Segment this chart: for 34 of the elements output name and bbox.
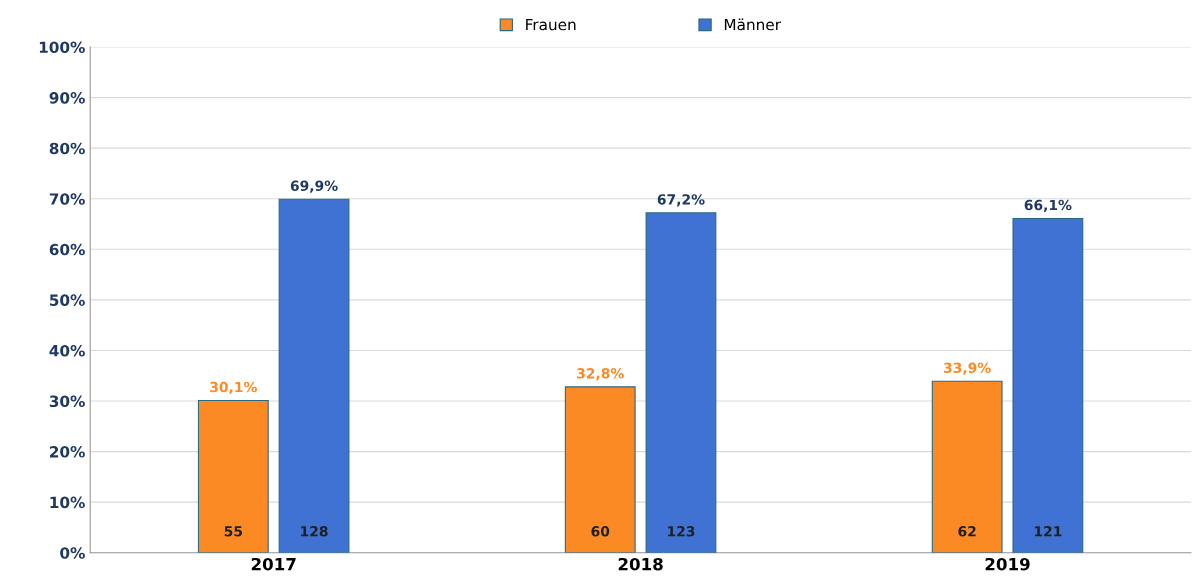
data-label: 33,9% [943,362,991,375]
y-tick-label: 0% [60,547,85,559]
bar [1012,217,1084,553]
y-tick-label: 100% [39,41,85,54]
annotation: 121 [1034,526,1062,537]
annotation: 123 [668,526,695,537]
data-label: 67,2% [657,194,705,207]
y-tick-label: 70% [49,193,85,205]
y-tick-label: 40% [49,344,85,357]
x-tick-label: 2017 [251,557,296,571]
annotation: 62 [958,526,976,537]
annotation: 128 [301,526,328,537]
bar [197,399,269,553]
y-tick-label: 90% [49,92,85,104]
legend-label: Frauen [526,18,576,31]
bar [931,380,1003,553]
bar [645,212,717,553]
annotation: 55 [224,526,243,537]
y-tick-label: 50% [49,294,85,306]
y-tick-label: 30% [49,395,85,408]
data-label: 69,9% [290,180,338,193]
bar [564,386,636,553]
bar [278,198,350,553]
annotation: 60 [591,526,610,537]
x-tick-label: 2018 [618,557,663,571]
y-tick-label: 80% [49,142,85,155]
data-label: 32,8% [577,368,624,381]
data-label: 66,1% [1024,199,1072,212]
y-tick-label: 60% [49,243,85,256]
legend-label: Männer [724,18,781,31]
y-tick-label: 10% [50,496,85,509]
x-tick-label: 2019 [985,557,1030,571]
y-tick-label: 20% [50,446,85,458]
data-label: 30,1% [210,381,257,395]
